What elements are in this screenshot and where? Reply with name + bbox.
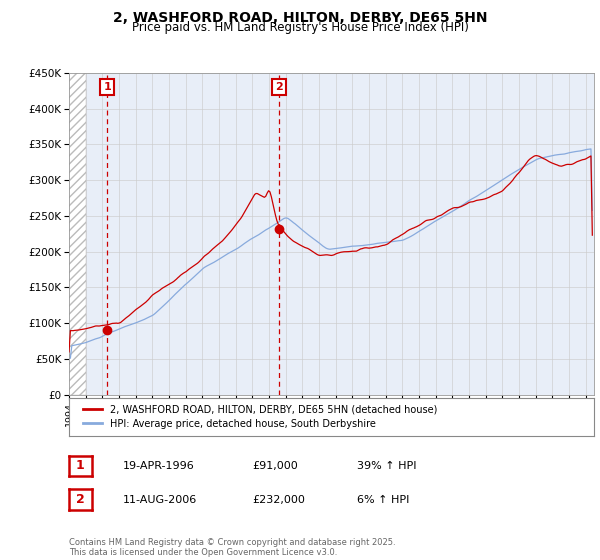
Text: 6% ↑ HPI: 6% ↑ HPI (357, 494, 409, 505)
Text: Contains HM Land Registry data © Crown copyright and database right 2025.
This d: Contains HM Land Registry data © Crown c… (69, 538, 395, 557)
Text: 39% ↑ HPI: 39% ↑ HPI (357, 461, 416, 471)
Text: Price paid vs. HM Land Registry's House Price Index (HPI): Price paid vs. HM Land Registry's House … (131, 21, 469, 34)
Text: 19-APR-1996: 19-APR-1996 (123, 461, 195, 471)
Text: 2: 2 (76, 493, 85, 506)
Text: 2, WASHFORD ROAD, HILTON, DERBY, DE65 5HN: 2, WASHFORD ROAD, HILTON, DERBY, DE65 5H… (113, 11, 487, 25)
Text: 11-AUG-2006: 11-AUG-2006 (123, 494, 197, 505)
Legend: 2, WASHFORD ROAD, HILTON, DERBY, DE65 5HN (detached house), HPI: Average price, : 2, WASHFORD ROAD, HILTON, DERBY, DE65 5H… (79, 401, 442, 432)
Text: 1: 1 (103, 82, 111, 92)
Bar (69, 73, 86, 395)
Text: £91,000: £91,000 (252, 461, 298, 471)
Text: £232,000: £232,000 (252, 494, 305, 505)
Text: 1: 1 (76, 459, 85, 473)
Text: 2: 2 (275, 82, 283, 92)
